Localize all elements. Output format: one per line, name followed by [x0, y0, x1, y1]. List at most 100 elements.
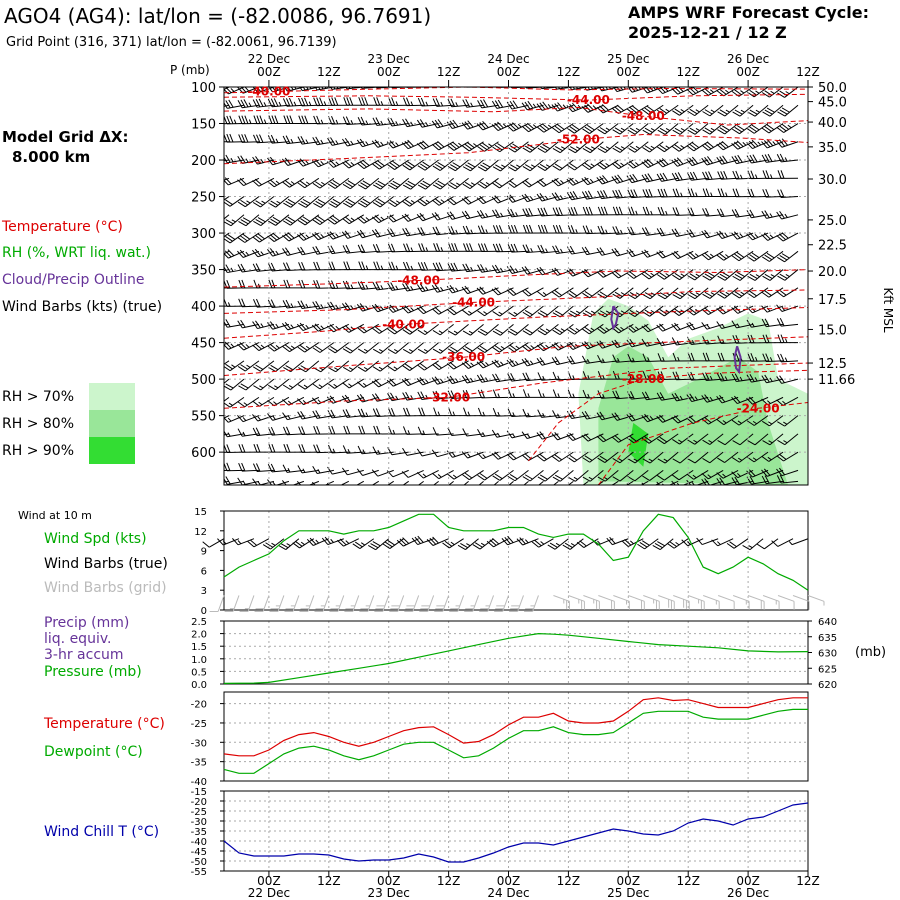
pressure-tick-label: 550 [191, 410, 216, 425]
wind-barb-full-feather [492, 310, 501, 317]
wind-barb-full-feather [268, 202, 276, 208]
wind-barb-full-feather [297, 247, 303, 256]
wind-barb-full-feather [752, 154, 758, 163]
wind-barb-full-feather [569, 146, 578, 152]
wind-barb-full-feather [341, 467, 348, 476]
wind-barb [717, 433, 739, 446]
wind-barb-full-feather [342, 218, 350, 225]
wind-barb-full-feather [506, 266, 513, 274]
wind-barb-half-feather [590, 229, 593, 234]
wind-barb-full-feather [626, 175, 633, 183]
wind-barb-full-feather [360, 116, 366, 125]
wind-barb-full-feather [406, 97, 411, 106]
wind-barb-full-feather [359, 161, 367, 168]
wind-barb-half-feather [560, 328, 565, 332]
wind-barb-full-feather [717, 188, 722, 197]
wind-barb [432, 323, 454, 336]
wind-barb-full-feather [283, 87, 288, 92]
wind-barb-full-feather [705, 171, 710, 180]
wind-barb-full-feather [641, 391, 647, 400]
wind-barb-full-feather [656, 392, 662, 401]
wind-barb [492, 323, 514, 336]
wind-barb-full-feather [404, 377, 412, 385]
wind-barb-staff [634, 470, 649, 482]
wind-barb-full-feather [602, 175, 609, 183]
wind-barb-full-feather [252, 156, 258, 165]
wind-barb-full-feather [748, 396, 756, 404]
wind-barb-full-feather [284, 322, 292, 330]
wind-barb-full-feather [258, 98, 264, 107]
wind-barb [506, 287, 529, 296]
wind-barb-half-feather [339, 87, 342, 89]
wind-barb-full-feather [387, 118, 393, 127]
wind-barb-full-feather [689, 172, 695, 181]
wind-barb [596, 247, 619, 256]
wind-barb-staff [224, 378, 230, 384]
wind-barb-full-feather [224, 177, 232, 185]
wind-barb-full-feather [567, 312, 576, 318]
wind10m-barb-true [516, 537, 539, 546]
wind10m-barb-true-full-feather [457, 544, 466, 550]
wind10m-barb-true-full-feather [232, 538, 239, 546]
wind-barb-full-feather [494, 287, 502, 295]
wind-barb [612, 141, 634, 153]
wind-barb [267, 396, 290, 407]
wind-barb-full-feather [551, 433, 558, 441]
wind-barb-half-feather [467, 411, 471, 416]
wind-barb-full-feather [659, 414, 666, 422]
wind10m-barb-true-full-feather [489, 539, 497, 546]
wind-barb-full-feather [301, 115, 306, 124]
wind-barb-full-feather [404, 363, 413, 370]
wind-barb [237, 196, 260, 208]
wind-barb-full-feather [611, 340, 618, 348]
wind-barb-full-feather [497, 121, 504, 129]
wind-barb-full-feather [327, 183, 336, 189]
wind-barb-full-feather [372, 281, 378, 291]
wind-barb-full-feather [464, 210, 471, 219]
wind-barb-full-feather [422, 140, 430, 148]
wind-barb-full-feather [417, 200, 425, 207]
wind-barb-full-feather [404, 163, 413, 169]
wind-barb [373, 97, 394, 106]
wind10m-barb-true-half-feather [630, 540, 634, 545]
wind-barb-full-feather [375, 281, 381, 290]
pressure-tick-label: 350 [191, 264, 216, 279]
wind-barb-half-feather [423, 348, 429, 352]
wind-barb [372, 177, 395, 190]
wind-barb-half-feather [275, 180, 280, 185]
wind-barb-full-feather [357, 445, 363, 454]
wind-barb-full-feather [372, 117, 378, 126]
barbs-grid-label: Wind Barbs (grid) [44, 580, 167, 596]
wind-barb [584, 87, 604, 91]
wind-barb-full-feather [766, 107, 775, 113]
wind-barb-full-feather [446, 376, 453, 384]
wind-barb-full-feather [734, 273, 743, 279]
wind-barb-full-feather [437, 161, 446, 168]
wind-barb-full-feather [776, 126, 784, 133]
wind-barb-full-feather [465, 99, 471, 108]
wind-barb-full-feather [572, 87, 575, 90]
wind-barb-full-feather [255, 219, 264, 225]
wind-barb-full-feather [477, 389, 482, 399]
wind10m-barb-true-full-feather [321, 537, 329, 545]
wind-barb [641, 173, 664, 183]
wind-barb-full-feather [616, 104, 625, 112]
wind10m-barb-grid [717, 595, 735, 610]
wind-barb-full-feather [645, 189, 650, 198]
wind-barb-full-feather [617, 174, 624, 182]
wind-barb [224, 396, 230, 402]
wind-barb-half-feather [467, 453, 471, 458]
wind-barb-full-feather [227, 249, 235, 257]
wind-barb-full-feather [513, 243, 518, 253]
legend-barbs: Wind Barbs (kts) (true) [2, 299, 162, 315]
wind-barb [432, 177, 454, 190]
wind-barb-half-feather [530, 164, 536, 168]
wind-barb-full-feather [328, 202, 336, 208]
wind-barb-full-feather [403, 97, 408, 106]
wind-barb-full-feather [433, 488, 440, 492]
kft-tick-label: 50.0 [818, 81, 847, 96]
wind-barb-full-feather [300, 246, 306, 255]
wind10m-barb-grid [449, 595, 465, 613]
wind-barb-full-feather [483, 243, 488, 252]
wind-barb-half-feather [216, 158, 218, 162]
